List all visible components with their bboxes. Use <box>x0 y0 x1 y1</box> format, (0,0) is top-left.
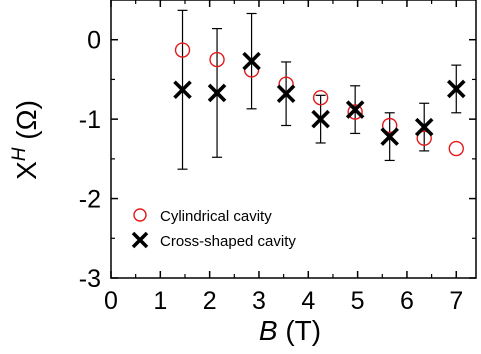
tick-labels: 0 1 2 3 4 5 6 7 0 -1 -2 -3 <box>79 27 463 315</box>
x-axis-label-main: B <box>259 315 278 346</box>
data-markers <box>173 42 466 157</box>
cross-shaped-cavity-point <box>311 109 330 129</box>
cross-stroke <box>242 51 261 71</box>
y-axis-label-main: X <box>11 161 42 180</box>
cross-stroke <box>345 100 365 119</box>
cross-shaped-cavity-point <box>207 83 227 103</box>
cross-stroke <box>311 109 330 129</box>
cross-stroke <box>276 84 296 103</box>
legend: Cylindrical cavity Cross-shaped cavity <box>131 208 296 250</box>
cross-shaped-cavity-point <box>345 100 365 119</box>
cylindrical-cavity-point <box>448 140 464 157</box>
tick-marks <box>110 0 476 279</box>
cross-stroke <box>380 127 399 146</box>
cylindrical-cavity-point <box>209 51 225 68</box>
cross-stroke <box>207 83 227 103</box>
cylindrical-cavity-point <box>174 42 191 58</box>
cylindrical-cavity-point <box>381 117 398 134</box>
x-tick-label: 1 <box>153 287 167 315</box>
x-tick-label: 6 <box>400 287 414 315</box>
cross-stroke <box>414 117 434 137</box>
legend-label-cylindrical: Cylindrical cavity <box>160 208 272 225</box>
x-axis-label-unit: (T) <box>278 315 322 346</box>
cross-shaped-cavity-point <box>242 51 261 71</box>
x-tick-label: 0 <box>104 287 118 315</box>
y-axis-label-unit: (Ω) <box>11 100 42 147</box>
y-axis-label-sup: H <box>9 147 30 161</box>
cross-stroke <box>173 80 192 100</box>
cross-shaped-cavity-point <box>446 79 466 99</box>
cross-shaped-cavity-point <box>276 84 296 103</box>
x-tick-label: 4 <box>301 287 315 315</box>
legend-label-cross: Cross-shaped cavity <box>160 233 296 250</box>
x-axis-label: B (T) <box>259 315 321 346</box>
y-axis-label: XH (Ω) <box>9 100 42 180</box>
cross-stroke <box>446 79 466 99</box>
legend-marker-cylindrical <box>133 208 147 222</box>
x-tick-label: 3 <box>252 287 266 315</box>
y-tick-label: -1 <box>79 106 101 134</box>
plot-frame <box>110 0 477 279</box>
y-tick-label: 0 <box>87 27 101 55</box>
cross-shaped-cavity-point <box>173 80 192 100</box>
cylindrical-cavity-point <box>347 104 363 120</box>
x-tick-label: 2 <box>203 287 217 315</box>
y-tick-label: -3 <box>79 265 101 293</box>
cross-shaped-cavity-point <box>380 127 399 146</box>
cylindrical-cavity-point <box>312 89 329 106</box>
legend-marker-cross <box>131 231 149 249</box>
x-tick-label: 5 <box>351 287 365 315</box>
cylindrical-cavity-point <box>416 130 432 146</box>
cross-shaped-cavity-point <box>414 117 434 137</box>
x-tick-label: 7 <box>449 287 463 315</box>
y-tick-label: -2 <box>79 186 101 214</box>
